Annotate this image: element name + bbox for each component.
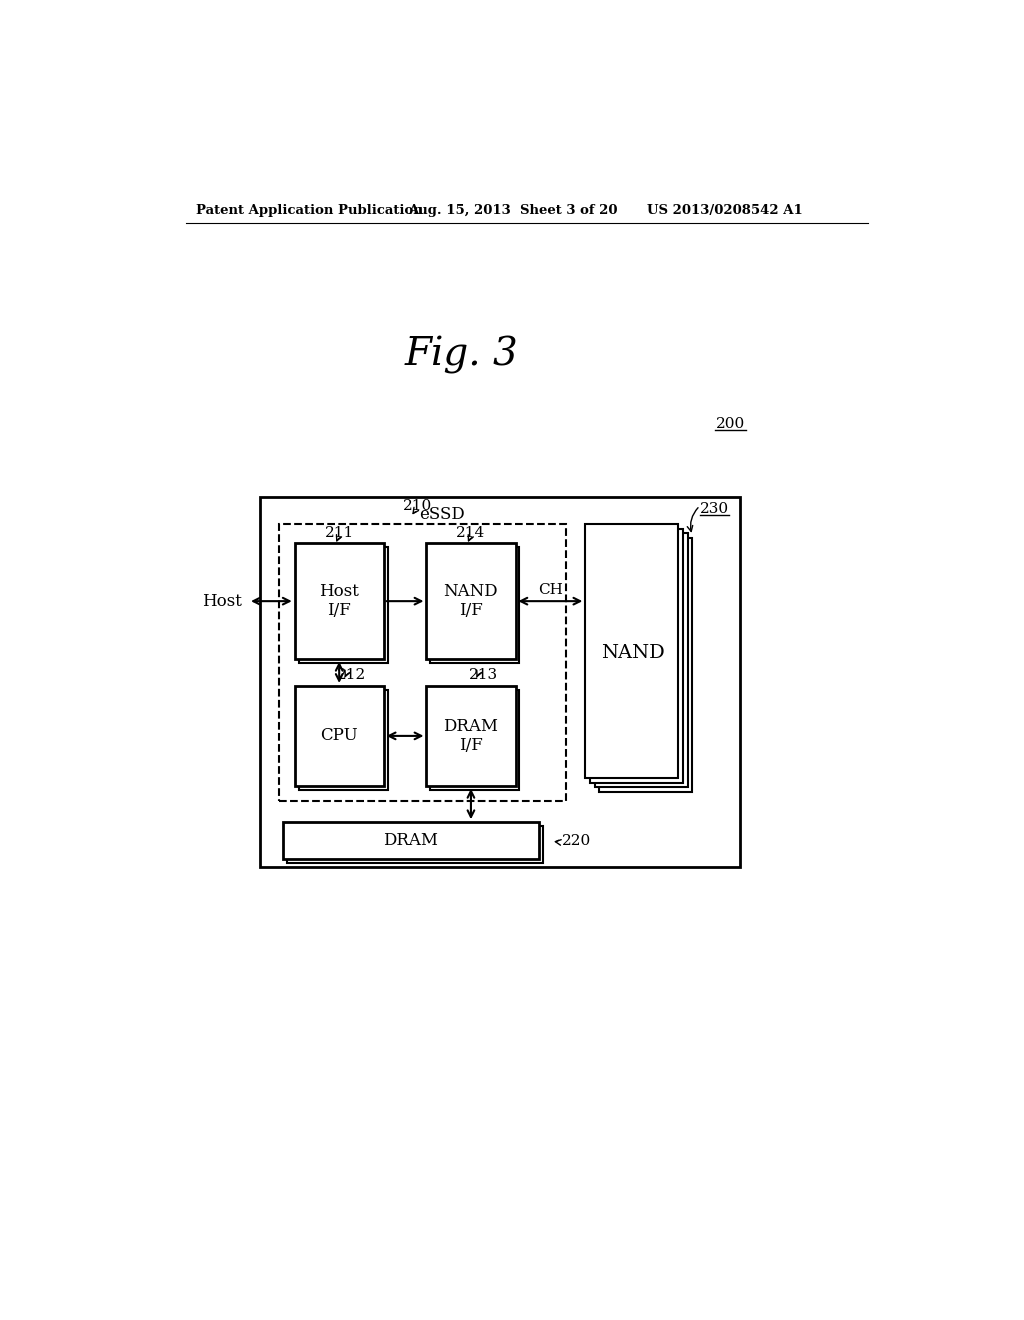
Bar xyxy=(599,539,692,792)
Bar xyxy=(260,498,740,867)
Text: 213: 213 xyxy=(469,668,498,682)
Bar xyxy=(430,689,519,789)
Bar xyxy=(287,826,543,863)
Text: Host
I/F: Host I/F xyxy=(319,583,359,619)
Text: CPU: CPU xyxy=(321,727,358,744)
Bar xyxy=(299,548,388,663)
Bar xyxy=(426,544,515,659)
Text: 210: 210 xyxy=(402,499,432,513)
Bar xyxy=(295,544,384,659)
Text: CH: CH xyxy=(538,583,563,598)
Bar xyxy=(295,686,384,785)
Text: NAND: NAND xyxy=(601,644,666,661)
Text: Patent Application Publication: Patent Application Publication xyxy=(197,205,423,218)
Text: 230: 230 xyxy=(700,502,729,516)
Bar xyxy=(280,524,566,801)
Bar xyxy=(426,686,515,785)
Text: 212: 212 xyxy=(337,668,367,682)
Text: DRAM
I/F: DRAM I/F xyxy=(443,718,499,754)
Text: 220: 220 xyxy=(562,834,591,847)
Bar xyxy=(299,689,388,789)
Bar xyxy=(595,533,687,788)
Text: DRAM: DRAM xyxy=(383,832,438,849)
Text: 214: 214 xyxy=(457,525,485,540)
Bar xyxy=(283,822,539,859)
Text: Fig. 3: Fig. 3 xyxy=(404,335,518,374)
Text: 211: 211 xyxy=(325,525,354,540)
Text: US 2013/0208542 A1: US 2013/0208542 A1 xyxy=(647,205,803,218)
Bar xyxy=(430,548,519,663)
Text: eSSD: eSSD xyxy=(420,506,465,523)
Text: Host: Host xyxy=(202,593,242,610)
Text: 200: 200 xyxy=(716,417,744,432)
Text: Aug. 15, 2013  Sheet 3 of 20: Aug. 15, 2013 Sheet 3 of 20 xyxy=(409,205,618,218)
Bar xyxy=(586,524,678,779)
Bar xyxy=(590,529,683,783)
Text: NAND
I/F: NAND I/F xyxy=(443,583,499,619)
